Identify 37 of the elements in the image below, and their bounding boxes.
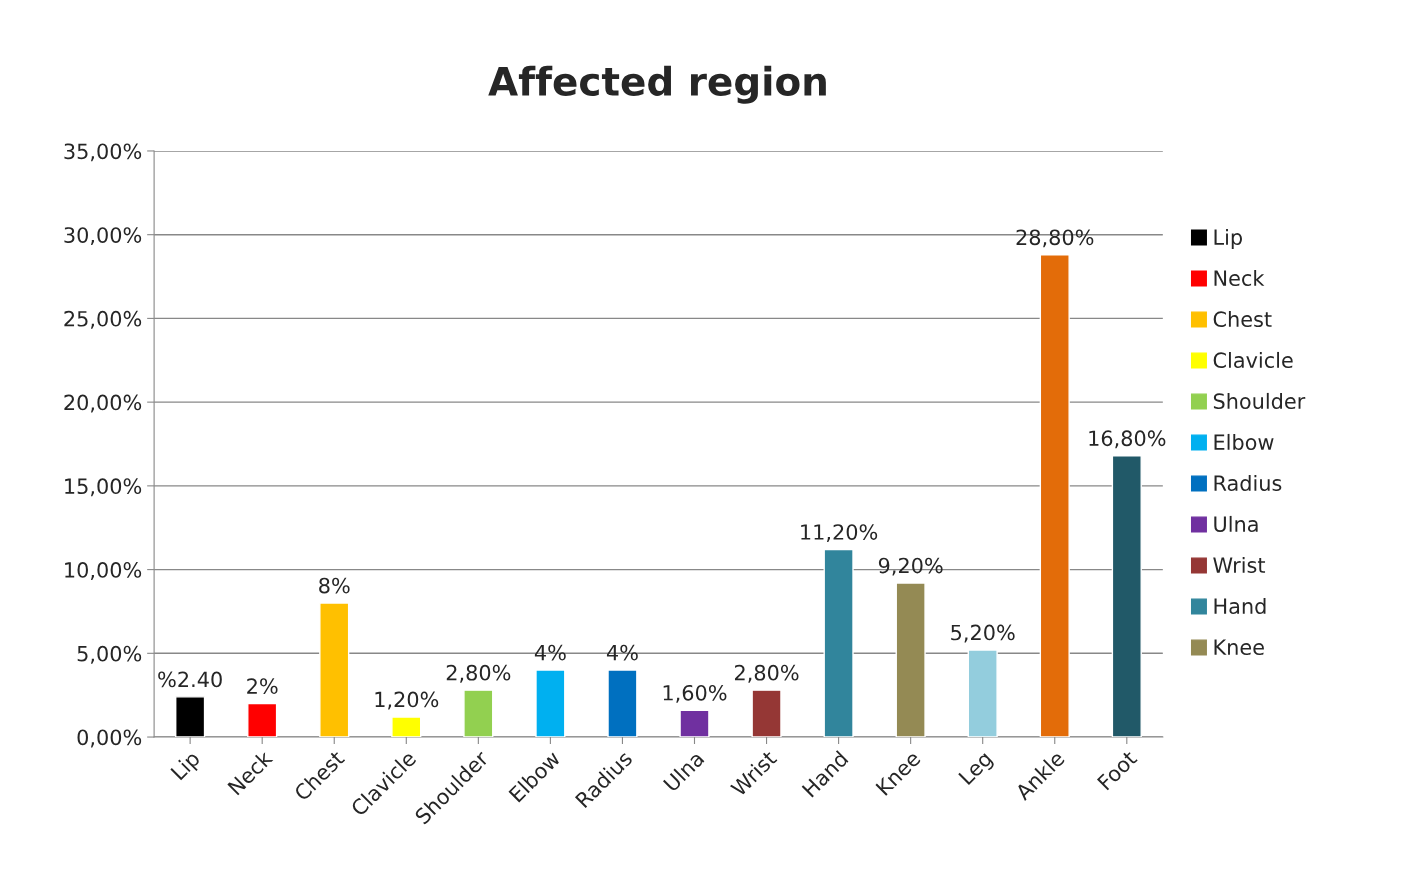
data-label: 9,20%	[878, 557, 943, 576]
data-label: 4%	[534, 644, 566, 661]
x-tick-label: Leg	[958, 750, 996, 789]
legend-label: Clavicle	[1213, 351, 1293, 369]
y-tick-label: 35,00%	[64, 143, 142, 162]
x-tick-label: Lip	[169, 749, 204, 784]
legend-label: Elbow	[1214, 433, 1274, 451]
legend-label: Hand	[1214, 597, 1266, 615]
data-label: 1,20%	[375, 691, 439, 710]
y-tick-label: 30,00%	[64, 227, 142, 246]
legend-label: Knee	[1214, 639, 1264, 656]
data-label: 4%	[606, 644, 638, 661]
data-label: 5,20%	[951, 624, 1015, 643]
data-label: 2,80%	[446, 664, 511, 683]
legend-label: Neck	[1214, 269, 1265, 287]
data-label: %2.40	[158, 671, 222, 688]
y-tick-label: 0,00%	[77, 729, 142, 748]
legend-label: Wrist	[1213, 556, 1266, 574]
data-label: 28,80%	[1016, 229, 1094, 248]
data-label: 8%	[319, 577, 350, 594]
legend-label: Lip	[1214, 228, 1242, 250]
y-tick-label: 10,00%	[65, 562, 142, 580]
data-label: 11,20%	[801, 524, 878, 543]
data-label: 16,80%	[1089, 430, 1166, 449]
y-tick-label: 25,00%	[64, 310, 142, 329]
data-label: 2%	[247, 678, 278, 694]
data-label: 1,60%	[663, 684, 727, 703]
y-tick-label: 20,00%	[64, 394, 142, 413]
legend-label: Ulna	[1214, 515, 1258, 533]
legend-label: Shoulder	[1213, 392, 1306, 410]
y-tick-label: 5,00%	[77, 645, 142, 664]
data-label: 2,80%	[734, 664, 799, 683]
legend-label: Radius	[1214, 474, 1282, 492]
legend-label: Chest	[1213, 310, 1272, 328]
chart-title: Affected region	[488, 65, 826, 104]
x-tick-label: Ulna	[662, 750, 705, 793]
y-tick-label: 15,00%	[65, 478, 142, 497]
